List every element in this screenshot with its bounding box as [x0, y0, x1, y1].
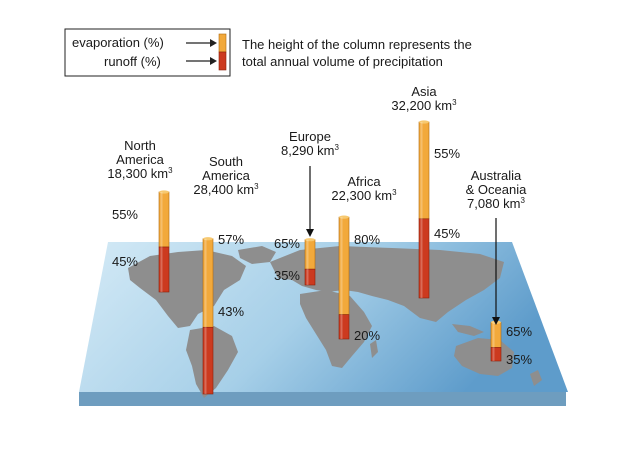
evaporation-label-asia: 55%	[434, 146, 460, 161]
bar-highlight-africa	[340, 217, 343, 339]
bar-runoff-australia	[490, 347, 502, 362]
region-volume-europe: 8,290 km3	[281, 143, 339, 158]
runoff-label-south-america: 43%	[218, 304, 244, 319]
region-volume-asia: 32,200 km3	[391, 98, 457, 113]
volume-unit-superscript-europe: 3	[335, 143, 340, 152]
legend-runoff-swatch	[218, 51, 227, 71]
region-name-south-america-2: America	[202, 168, 250, 183]
land-new-zealand	[530, 370, 542, 386]
region-volume-south-america: 28,400 km3	[193, 182, 259, 197]
bar-highlight-europe	[306, 239, 309, 285]
region-name-africa-1: Africa	[347, 174, 381, 189]
volume-unit-superscript-australia: 3	[521, 196, 526, 205]
region-name-north-america-2: America	[116, 152, 164, 167]
bar-runoff-asia	[418, 218, 430, 299]
land-madagascar	[370, 340, 378, 358]
evaporation-label-australia: 65%	[506, 324, 532, 339]
legend-runoff-label: runoff (%)	[104, 54, 161, 69]
legend-runoff-arrowhead	[210, 57, 217, 65]
runoff-label-north-america: 45%	[112, 254, 138, 269]
legend-note-line2: total annual volume of precipitation	[242, 54, 443, 69]
legend-note-line1: The height of the column represents the	[242, 37, 472, 52]
map-side-edge	[79, 392, 566, 406]
bar-top-europe	[305, 238, 315, 242]
bar-top-north-america	[159, 190, 169, 194]
volume-unit-superscript-africa: 3	[392, 188, 397, 197]
evaporation-label-north-america: 55%	[112, 207, 138, 222]
legend-box	[64, 28, 231, 77]
runoff-label-australia: 35%	[506, 352, 532, 367]
region-name-north-america-1: North	[124, 138, 156, 153]
legend-evaporation-label: evaporation (%)	[72, 35, 164, 50]
region-name-europe-1: Europe	[289, 129, 331, 144]
region-volume-africa: 22,300 km3	[331, 188, 397, 203]
bar-top-south-america	[203, 237, 213, 241]
evaporation-label-europe: 65%	[274, 236, 300, 251]
legend: evaporation (%) runoff (%) The height of…	[64, 28, 472, 77]
volume-unit-superscript-north-america: 3	[168, 166, 173, 175]
land-greenland	[238, 246, 276, 264]
bar-highlight-australia	[492, 322, 495, 361]
bar-top-africa	[339, 215, 349, 219]
bar-runoff-north-america	[158, 246, 170, 293]
runoff-label-europe: 35%	[274, 268, 300, 283]
bar-highlight-south-america	[204, 238, 207, 394]
bar-runoff-europe	[304, 268, 316, 286]
region-name-asia-1: Asia	[411, 84, 437, 99]
bar-top-asia	[419, 120, 429, 124]
region-name-australia-1: Australia	[471, 168, 522, 183]
bar-highlight-asia	[420, 122, 423, 298]
land-africa	[300, 290, 372, 368]
pointer-head-europe	[306, 229, 314, 237]
land-eurasia	[270, 246, 504, 322]
legend-evaporation-arrowhead	[210, 39, 217, 47]
volume-unit-superscript-south-america: 3	[254, 182, 259, 191]
legend-evaporation-swatch	[218, 33, 227, 53]
bar-runoff-africa	[338, 314, 350, 340]
volume-unit-superscript-asia: 3	[452, 98, 457, 107]
land-north-america	[128, 250, 246, 328]
region-name-south-america-1: South	[209, 154, 243, 169]
bar-highlight-north-america	[160, 191, 163, 292]
runoff-label-africa: 20%	[354, 328, 380, 343]
region-volume-australia: 7,080 km3	[467, 196, 525, 211]
bar-runoff-south-america	[202, 326, 214, 395]
land-se-asia-islands	[452, 324, 484, 336]
region-name-australia-2: & Oceania	[466, 182, 527, 197]
evaporation-label-africa: 80%	[354, 232, 380, 247]
evaporation-label-south-america: 57%	[218, 232, 244, 247]
runoff-label-asia: 45%	[434, 226, 460, 241]
region-volume-north-america: 18,300 km3	[107, 166, 173, 181]
pointer-head-australia	[492, 317, 500, 325]
